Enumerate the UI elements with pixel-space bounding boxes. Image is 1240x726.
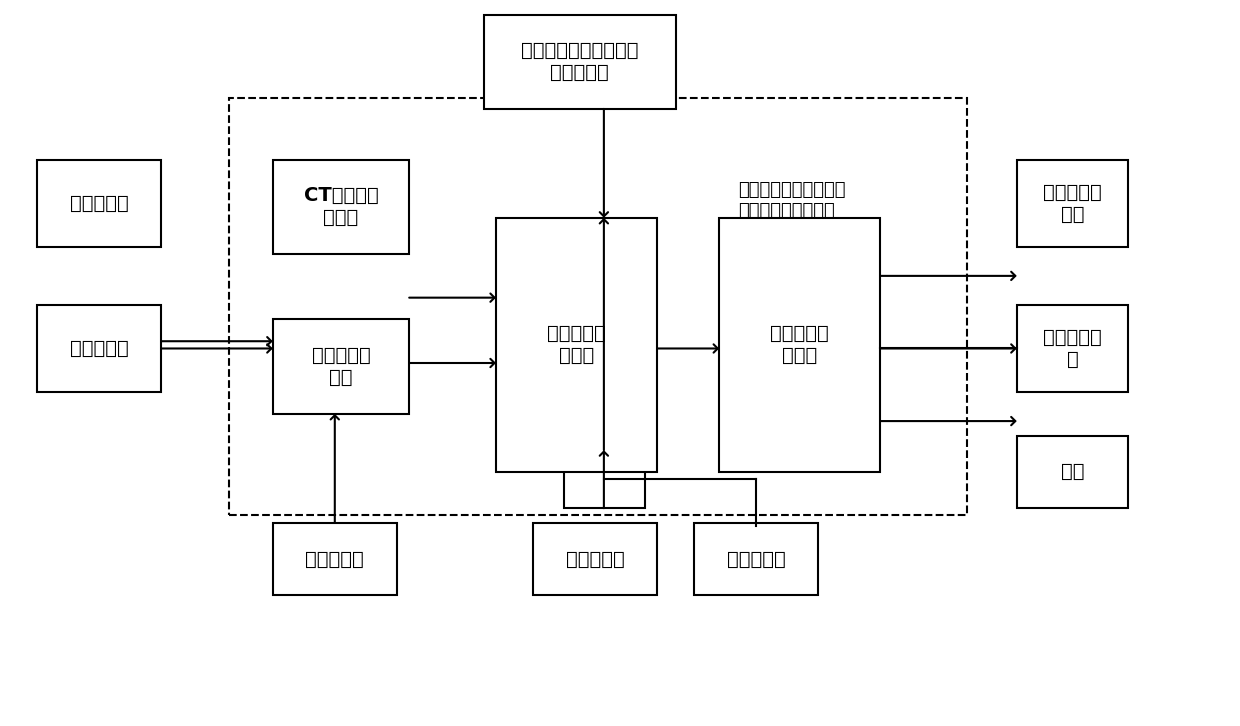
FancyBboxPatch shape [273, 160, 409, 254]
FancyBboxPatch shape [694, 523, 818, 595]
Text: 压电信号处
理器: 压电信号处 理器 [311, 346, 371, 387]
Text: 电流互感器: 电流互感器 [69, 194, 129, 213]
Text: 强迫循环油风冷变压器
层式绕组温度测控器: 强迫循环油风冷变压器 层式绕组温度测控器 [738, 182, 846, 220]
FancyBboxPatch shape [1017, 160, 1128, 247]
FancyBboxPatch shape [719, 218, 880, 472]
FancyBboxPatch shape [273, 523, 397, 595]
Text: 绕组温度计
算模块: 绕组温度计 算模块 [547, 325, 606, 365]
FancyBboxPatch shape [533, 523, 657, 595]
Text: 油面温度计: 油面温度计 [69, 339, 129, 358]
FancyBboxPatch shape [564, 450, 645, 508]
Text: 绕组温度控
制模块: 绕组温度控 制模块 [770, 325, 830, 365]
FancyBboxPatch shape [273, 319, 409, 414]
FancyBboxPatch shape [1017, 436, 1128, 508]
Text: 表头: 表头 [1061, 462, 1084, 481]
FancyBboxPatch shape [496, 218, 657, 472]
Text: 环境温度计: 环境温度计 [305, 550, 365, 568]
Text: 变压器结构参数、绕组
类型及尺寸: 变压器结构参数、绕组 类型及尺寸 [521, 41, 639, 82]
Text: 油泵控制器: 油泵控制器 [727, 550, 786, 568]
Text: 远程显示装
置: 远程显示装 置 [1043, 328, 1102, 369]
Text: CT二次电流
变送器: CT二次电流 变送器 [304, 187, 378, 227]
FancyBboxPatch shape [1017, 305, 1128, 392]
FancyBboxPatch shape [37, 160, 161, 247]
Text: 风冷控制器: 风冷控制器 [565, 550, 625, 568]
FancyBboxPatch shape [484, 15, 676, 109]
FancyBboxPatch shape [37, 305, 161, 392]
Text: 变压器保护
装置: 变压器保护 装置 [1043, 183, 1102, 224]
